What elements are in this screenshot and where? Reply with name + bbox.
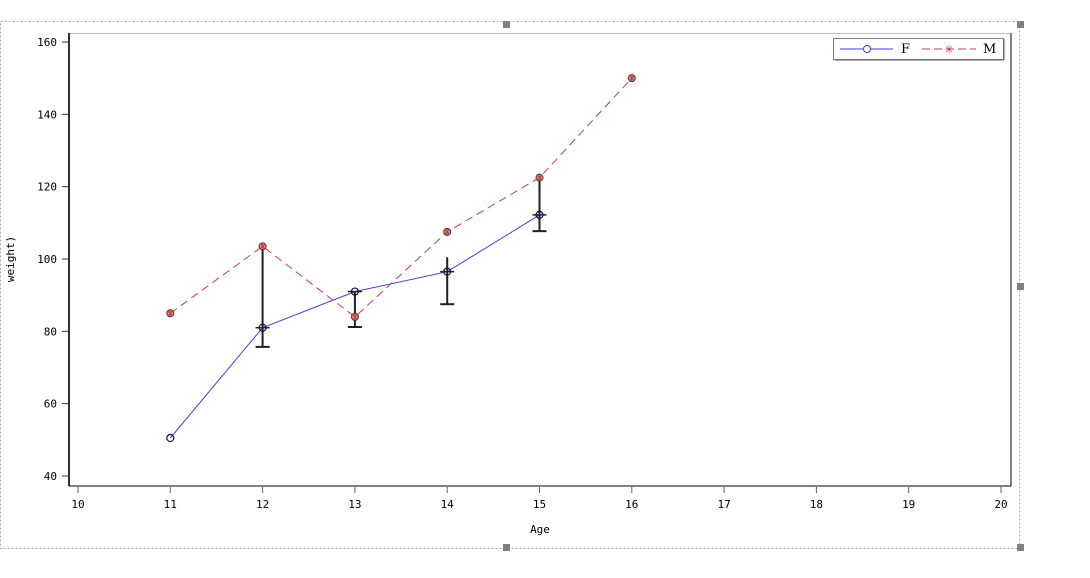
y-tick-label: 40 — [44, 470, 57, 483]
y-axis-title: weight) — [4, 236, 17, 282]
legend-label-m: M — [983, 42, 996, 57]
circle-marker-icon — [863, 45, 871, 53]
x-tick-label: 13 — [348, 498, 361, 511]
y-tick-label: 100 — [37, 253, 57, 266]
resize-handle-bottom[interactable] — [503, 544, 510, 551]
x-tick-label: 19 — [902, 498, 915, 511]
error-bars — [255, 177, 547, 348]
x-tick-label: 12 — [256, 498, 269, 511]
x-tick-label: 18 — [810, 498, 823, 511]
x-tick-label: 11 — [164, 498, 177, 511]
x-tick-label: 17 — [717, 498, 730, 511]
legend: F ✳ M — [833, 38, 1005, 61]
resize-handle-bottom-right[interactable] — [1017, 544, 1024, 551]
star-marker-icon: ✳ — [944, 43, 954, 57]
x-tick-label: 10 — [71, 498, 84, 511]
y-tick-label: 80 — [44, 325, 57, 338]
y-tick-label: 120 — [37, 181, 57, 194]
series-line-m — [170, 77, 633, 318]
axes: 40 60 80 100 120 140 160 10 11 12 13 14 15 16 17 18 19 20 — [37, 33, 1011, 511]
legend-label-f: F — [901, 42, 910, 57]
y-tick-label: 160 — [37, 36, 57, 49]
x-axis-title: Age — [530, 523, 550, 536]
resize-handle-top-right[interactable] — [1017, 21, 1024, 28]
y-tick-label: 60 — [44, 398, 57, 411]
x-tick-label: 14 — [441, 498, 455, 511]
plot-area — [69, 33, 1012, 486]
resize-handle-right[interactable] — [1017, 283, 1024, 290]
legend-item-m: ✳ M — [922, 42, 996, 57]
selection-frame[interactable] — [0, 21, 1025, 551]
data-point — [166, 433, 175, 443]
series-layer — [166, 74, 636, 443]
x-tick-label: 15 — [533, 498, 546, 511]
x-tick-label: 20 — [994, 498, 1007, 511]
legend-item-f: F — [840, 42, 910, 57]
resize-handle-top[interactable] — [503, 21, 510, 28]
x-tick-label: 16 — [625, 498, 638, 511]
y-tick-label: 140 — [37, 108, 57, 121]
